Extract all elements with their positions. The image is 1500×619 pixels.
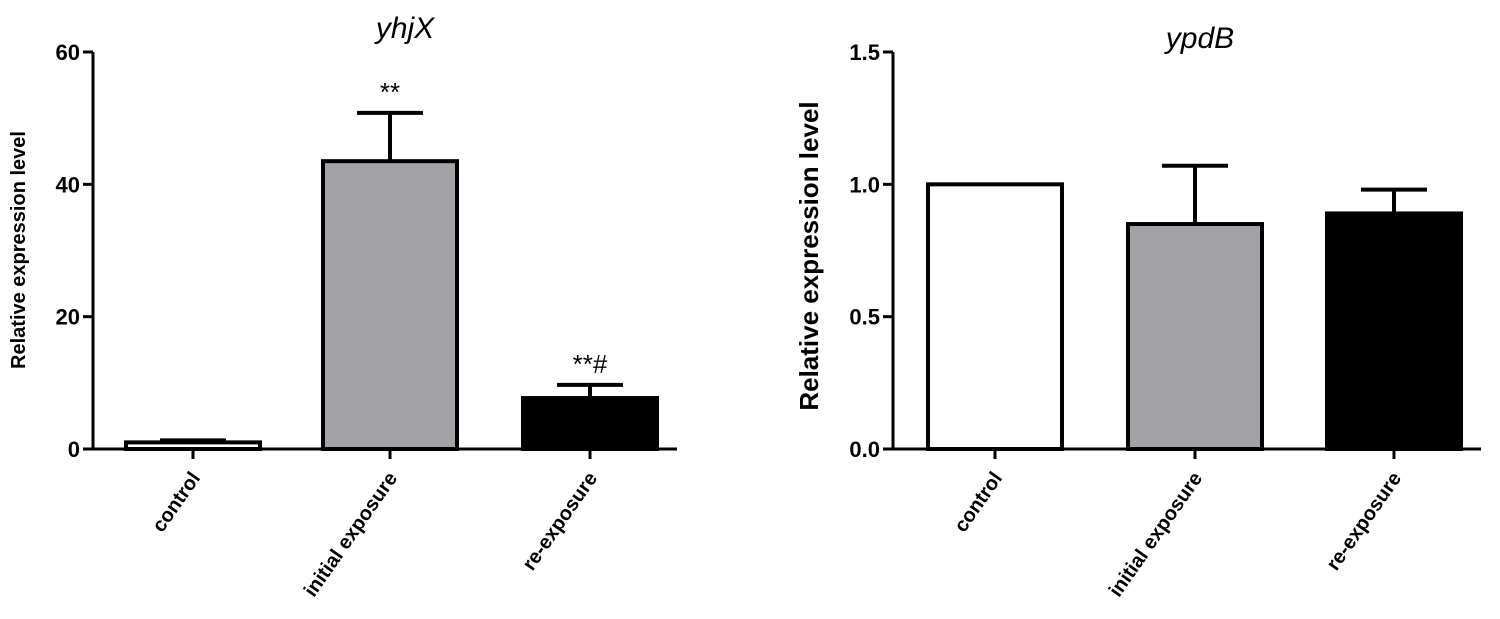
x-tick-label: control <box>148 468 205 536</box>
ypdb-chart-panel: ypdB Relative expression level 0.0 0.5 1.0 1.… <box>794 22 1481 601</box>
x-tick-label: control <box>950 468 1007 536</box>
x-tick-label: initial exposure <box>300 468 402 601</box>
y-tick-label: 20 <box>56 305 80 330</box>
y-tick-label: 1.0 <box>849 172 880 197</box>
significance-annotation: ** <box>380 77 400 107</box>
chart-title: yhjX <box>374 12 435 45</box>
y-tick-label: 0 <box>68 437 80 462</box>
y-tick-label: 1.5 <box>849 40 880 65</box>
bar-initial-exposure <box>321 159 459 452</box>
yhjx-chart-panel: yhjX Relative expression level 0 20 40 60 ** **… <box>8 12 677 601</box>
bar-re-exposure <box>1325 211 1463 451</box>
y-tick-label: 60 <box>56 40 80 65</box>
bar-re-exposure <box>521 396 659 451</box>
x-tick-label: re-exposure <box>518 468 602 574</box>
chart-title: ypdB <box>1164 22 1234 55</box>
significance-annotation: **# <box>573 349 608 379</box>
y-tick-label: 40 <box>56 172 80 197</box>
y-tick-label: 0.5 <box>849 305 880 330</box>
x-tick-label: re-exposure <box>1322 468 1406 574</box>
bar-initial-exposure <box>1126 222 1264 451</box>
x-tick-label: initial exposure <box>1105 468 1207 601</box>
y-axis-label: Relative expression level <box>794 101 824 410</box>
bar-control <box>926 182 1064 451</box>
y-tick-label: 0.0 <box>849 437 880 462</box>
y-axis-label: Relative expression level <box>8 131 30 369</box>
